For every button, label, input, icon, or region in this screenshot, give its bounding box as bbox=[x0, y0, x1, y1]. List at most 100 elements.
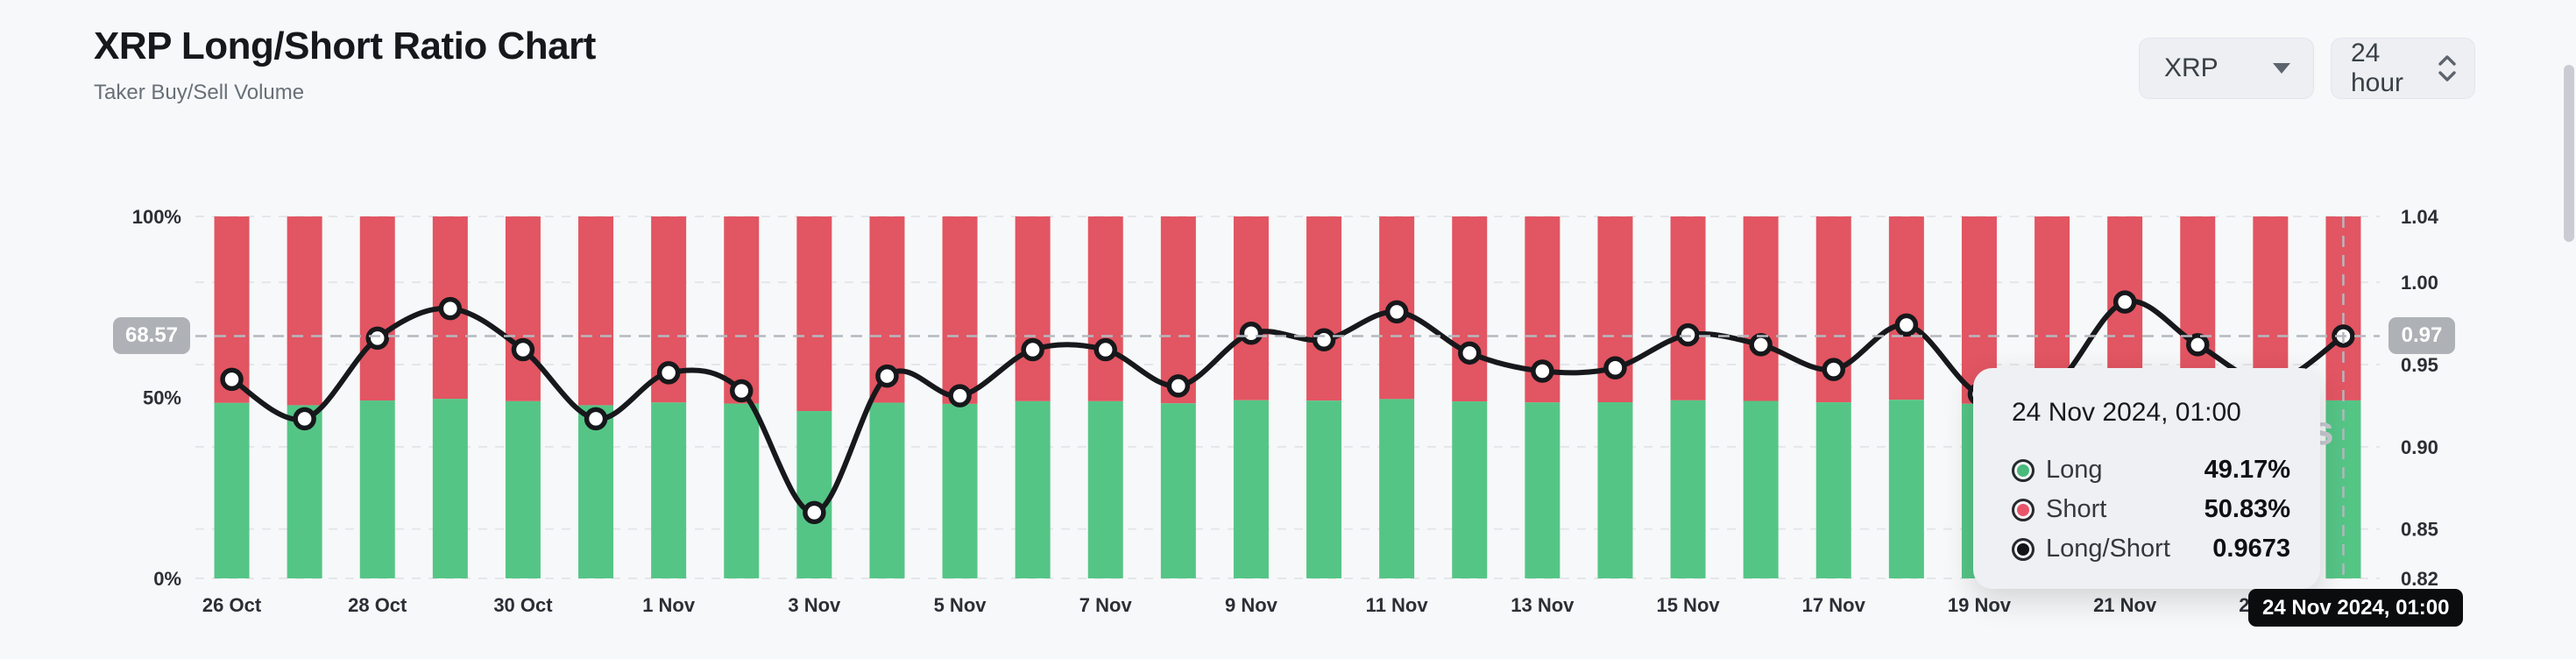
tooltip-value: 49.17% bbox=[2204, 456, 2290, 484]
bar-short[interactable] bbox=[1888, 216, 1924, 400]
x-axis-tick: 28 Oct bbox=[348, 594, 407, 616]
tooltip-row-ratio: Long/Short 0.9673 bbox=[2012, 529, 2290, 569]
bar-long[interactable] bbox=[505, 400, 541, 578]
short-dot-icon bbox=[2012, 498, 2035, 521]
line-marker[interactable] bbox=[293, 407, 316, 431]
right-axis-tick: 0.85 bbox=[2401, 519, 2438, 541]
left-axis-tick: 50% bbox=[143, 387, 181, 409]
bar-long[interactable] bbox=[796, 411, 832, 578]
bar-long[interactable] bbox=[1815, 402, 1851, 578]
bar-long[interactable] bbox=[1670, 400, 1706, 578]
bar-short[interactable] bbox=[1015, 216, 1051, 401]
bar-short[interactable] bbox=[578, 216, 614, 406]
line-marker[interactable] bbox=[365, 326, 389, 351]
x-axis-tick: 15 Nov bbox=[1656, 594, 1720, 616]
line-marker[interactable] bbox=[1676, 322, 1700, 347]
bar-short[interactable] bbox=[1452, 216, 1488, 402]
tooltip-label: Long bbox=[2046, 456, 2103, 484]
long-dot-icon bbox=[2012, 458, 2035, 482]
bar-long[interactable] bbox=[1306, 400, 1342, 578]
bar-short[interactable] bbox=[724, 216, 760, 404]
bar-long[interactable] bbox=[359, 400, 395, 578]
symbol-select-value: XRP bbox=[2164, 53, 2219, 82]
bar-short[interactable] bbox=[1306, 216, 1342, 401]
left-axis-tick: 0% bbox=[153, 568, 181, 590]
line-marker[interactable] bbox=[1603, 356, 1627, 379]
bar-short[interactable] bbox=[1087, 216, 1123, 401]
line-marker[interactable] bbox=[730, 379, 754, 403]
scrollbar-thumb[interactable] bbox=[2564, 65, 2574, 242]
bar-long[interactable] bbox=[1233, 400, 1269, 578]
line-marker[interactable] bbox=[1458, 341, 1482, 365]
caret-down-icon bbox=[2273, 63, 2290, 74]
line-marker[interactable] bbox=[1822, 358, 1845, 381]
symbol-select[interactable]: XRP bbox=[2139, 38, 2314, 99]
bar-short[interactable] bbox=[1743, 216, 1779, 401]
line-marker[interactable] bbox=[1749, 333, 1773, 357]
tooltip-row-long: Long 49.17% bbox=[2012, 450, 2290, 490]
bar-short[interactable] bbox=[1233, 216, 1269, 400]
bar-long[interactable] bbox=[1160, 403, 1196, 578]
x-axis-tick: 7 Nov bbox=[1079, 594, 1133, 616]
interval-select[interactable]: 24 hour bbox=[2331, 38, 2475, 99]
bar-long[interactable] bbox=[724, 403, 760, 578]
line-marker[interactable] bbox=[948, 384, 972, 407]
line-marker[interactable] bbox=[1021, 337, 1044, 362]
line-marker[interactable] bbox=[511, 337, 535, 362]
line-marker[interactable] bbox=[1312, 328, 1336, 352]
tooltip-label: Long/Short bbox=[2046, 535, 2170, 563]
tooltip-value: 50.83% bbox=[2204, 495, 2290, 523]
bar-short[interactable] bbox=[796, 216, 832, 412]
bar-short[interactable] bbox=[942, 216, 978, 404]
bar-short[interactable] bbox=[505, 216, 541, 401]
bar-long[interactable] bbox=[214, 402, 250, 578]
line-marker[interactable] bbox=[1093, 337, 1117, 362]
x-axis-tick: 1 Nov bbox=[642, 594, 696, 616]
line-marker[interactable] bbox=[2186, 333, 2210, 357]
right-axis-tick: 0.95 bbox=[2401, 354, 2438, 376]
bar-long[interactable] bbox=[1015, 400, 1051, 578]
line-marker[interactable] bbox=[803, 500, 826, 525]
line-marker[interactable] bbox=[1531, 359, 1554, 383]
line-marker[interactable] bbox=[1166, 374, 1191, 398]
updown-chevrons-icon bbox=[2436, 53, 2459, 83]
bar-long[interactable] bbox=[651, 402, 687, 578]
line-marker[interactable] bbox=[1894, 313, 1919, 337]
x-axis-tick: 26 Oct bbox=[202, 594, 262, 616]
interval-select-value: 24 hour bbox=[2351, 39, 2404, 97]
bar-long[interactable] bbox=[1743, 400, 1779, 578]
line-marker[interactable] bbox=[438, 296, 463, 321]
bar-long[interactable] bbox=[1452, 401, 1488, 578]
bar-long[interactable] bbox=[1087, 400, 1123, 578]
line-marker[interactable] bbox=[656, 361, 681, 385]
bar-long[interactable] bbox=[1597, 401, 1633, 578]
bar-short[interactable] bbox=[1670, 216, 1706, 400]
bar-short[interactable] bbox=[287, 216, 322, 406]
bar-long[interactable] bbox=[1525, 402, 1560, 578]
line-marker[interactable] bbox=[1239, 322, 1263, 345]
line-marker[interactable] bbox=[220, 367, 244, 392]
right-axis-tick: 1.04 bbox=[2401, 206, 2439, 228]
bar-long[interactable] bbox=[869, 402, 905, 578]
x-axis-tick: 5 Nov bbox=[934, 594, 987, 616]
x-axis-tick: 21 Nov bbox=[2093, 594, 2157, 616]
bar-long[interactable] bbox=[1888, 400, 1924, 578]
line-marker[interactable] bbox=[2112, 290, 2137, 314]
bar-long[interactable] bbox=[432, 399, 468, 578]
bar-short[interactable] bbox=[359, 216, 395, 401]
bar-long[interactable] bbox=[578, 405, 614, 578]
left-axis-tick: 100% bbox=[132, 206, 181, 228]
x-axis-tick: 9 Nov bbox=[1225, 594, 1278, 616]
x-axis-tick: 13 Nov bbox=[1511, 594, 1575, 616]
line-marker[interactable] bbox=[1384, 300, 1409, 324]
x-axis-tick: 11 Nov bbox=[1366, 594, 1429, 616]
bar-long[interactable] bbox=[1379, 399, 1415, 578]
right-axis-tick: 0.82 bbox=[2401, 568, 2438, 590]
bar-short[interactable] bbox=[1160, 216, 1196, 404]
x-axis-tick: 19 Nov bbox=[1948, 594, 2012, 616]
line-marker[interactable] bbox=[875, 364, 899, 388]
line-marker[interactable] bbox=[584, 407, 608, 431]
tooltip-label: Short bbox=[2046, 495, 2107, 523]
bar-long[interactable] bbox=[942, 403, 978, 578]
bar-long[interactable] bbox=[287, 405, 322, 578]
